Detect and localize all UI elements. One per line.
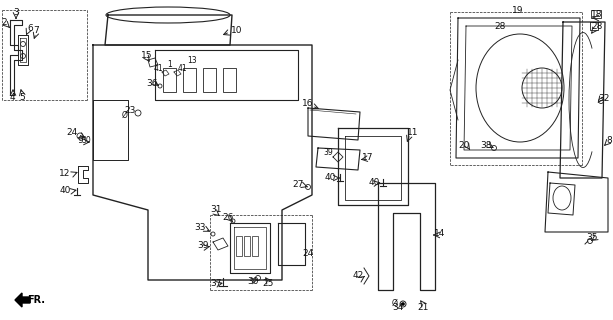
Text: 19: 19 xyxy=(512,5,524,14)
Text: 3: 3 xyxy=(13,7,19,17)
Text: 2: 2 xyxy=(1,18,7,27)
Text: 21: 21 xyxy=(417,302,428,311)
Text: 1: 1 xyxy=(167,60,172,68)
Text: 39: 39 xyxy=(323,148,333,156)
Text: 37: 37 xyxy=(210,279,222,289)
Text: 12: 12 xyxy=(59,169,70,178)
Text: 6: 6 xyxy=(27,23,33,33)
Text: 13: 13 xyxy=(187,55,197,65)
Bar xyxy=(163,68,176,92)
Bar xyxy=(183,68,196,92)
Text: 36: 36 xyxy=(147,78,158,87)
Text: 4: 4 xyxy=(9,92,15,101)
Text: 42: 42 xyxy=(352,271,364,281)
Text: 31: 31 xyxy=(210,205,222,214)
Text: 30: 30 xyxy=(81,135,91,145)
Text: Ø: Ø xyxy=(122,110,128,119)
Text: 5: 5 xyxy=(19,92,25,101)
Text: 24: 24 xyxy=(66,127,78,137)
Text: 39: 39 xyxy=(197,242,209,251)
Text: 10: 10 xyxy=(231,26,243,35)
Text: 33: 33 xyxy=(194,223,206,233)
Text: 41: 41 xyxy=(177,63,187,73)
Bar xyxy=(252,236,258,256)
Text: FR.: FR. xyxy=(27,295,45,305)
Text: 38: 38 xyxy=(480,140,492,149)
Text: 8: 8 xyxy=(606,135,612,145)
Text: 30: 30 xyxy=(247,277,259,286)
Text: 24: 24 xyxy=(302,249,314,258)
Text: 35: 35 xyxy=(586,233,598,242)
Text: 40: 40 xyxy=(59,186,70,195)
Text: 27: 27 xyxy=(292,180,303,188)
Text: 26: 26 xyxy=(223,212,234,221)
Bar xyxy=(203,68,216,92)
Text: 17: 17 xyxy=(362,153,374,162)
Text: 28: 28 xyxy=(494,21,506,30)
Text: 25: 25 xyxy=(262,279,273,289)
Text: 23: 23 xyxy=(124,106,135,115)
Text: 34: 34 xyxy=(392,302,404,311)
Text: 11: 11 xyxy=(407,127,419,137)
Text: 7: 7 xyxy=(33,26,39,35)
Text: 40: 40 xyxy=(324,172,336,181)
Text: 20: 20 xyxy=(459,140,470,149)
Text: 9: 9 xyxy=(77,135,83,145)
Text: Ø: Ø xyxy=(392,299,398,308)
Text: 41: 41 xyxy=(153,63,163,73)
Bar xyxy=(223,68,236,92)
Bar xyxy=(236,236,242,256)
Text: 18: 18 xyxy=(592,10,603,19)
Text: 15: 15 xyxy=(141,51,153,60)
Text: 40: 40 xyxy=(368,178,379,187)
Text: 28: 28 xyxy=(592,21,603,30)
Text: 16: 16 xyxy=(302,99,314,108)
Polygon shape xyxy=(15,293,30,307)
Circle shape xyxy=(402,302,405,306)
Text: 14: 14 xyxy=(435,228,446,237)
Text: 32: 32 xyxy=(598,93,610,102)
Bar xyxy=(244,236,250,256)
Bar xyxy=(591,10,601,18)
